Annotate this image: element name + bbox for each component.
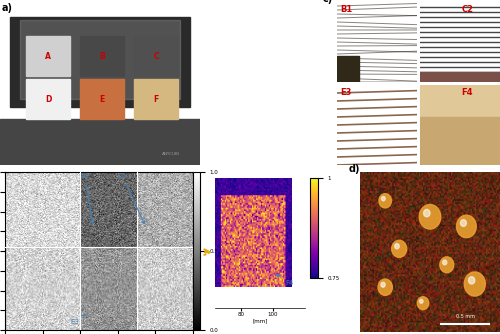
Text: C: C <box>153 51 159 60</box>
Text: F: F <box>154 95 158 104</box>
Circle shape <box>419 204 441 229</box>
Circle shape <box>378 279 392 295</box>
Circle shape <box>460 220 466 226</box>
Bar <box>10 16 190 107</box>
X-axis label: [mm]: [mm] <box>252 319 268 324</box>
Bar <box>134 36 178 76</box>
Text: F4: F4 <box>276 275 294 286</box>
Circle shape <box>464 272 485 296</box>
Circle shape <box>394 244 399 249</box>
Text: A: A <box>45 51 51 60</box>
Bar <box>420 71 500 82</box>
Text: 0.5 mm: 0.5 mm <box>456 314 474 319</box>
Text: d): d) <box>349 164 360 174</box>
Text: B1: B1 <box>80 173 94 223</box>
Circle shape <box>382 196 385 201</box>
Circle shape <box>420 299 423 303</box>
Bar <box>26 36 70 76</box>
Circle shape <box>424 209 430 217</box>
Text: F4: F4 <box>462 88 473 97</box>
Bar <box>80 79 124 119</box>
Bar <box>420 85 500 117</box>
Bar <box>337 56 359 82</box>
Text: a): a) <box>2 3 13 13</box>
Circle shape <box>440 257 454 273</box>
Text: E3: E3 <box>71 315 85 325</box>
Text: E: E <box>100 95 104 104</box>
Bar <box>20 20 180 99</box>
Circle shape <box>468 277 475 284</box>
Text: E3: E3 <box>340 88 351 97</box>
Bar <box>134 79 178 119</box>
Text: B1: B1 <box>340 5 352 14</box>
Bar <box>0 119 200 165</box>
Circle shape <box>381 282 385 287</box>
Bar <box>420 117 500 165</box>
Text: ANYCUBI: ANYCUBI <box>162 152 180 156</box>
Text: B: B <box>99 51 105 60</box>
Text: 63: 63 <box>218 204 224 209</box>
Text: D: D <box>45 95 51 104</box>
Text: C2: C2 <box>462 5 473 14</box>
Circle shape <box>442 260 447 265</box>
Circle shape <box>392 240 406 258</box>
Text: c): c) <box>322 0 333 4</box>
Text: C2: C2 <box>118 173 144 224</box>
Bar <box>80 36 124 76</box>
Bar <box>26 79 70 119</box>
Circle shape <box>379 194 392 208</box>
Circle shape <box>418 297 428 310</box>
Circle shape <box>456 215 476 238</box>
